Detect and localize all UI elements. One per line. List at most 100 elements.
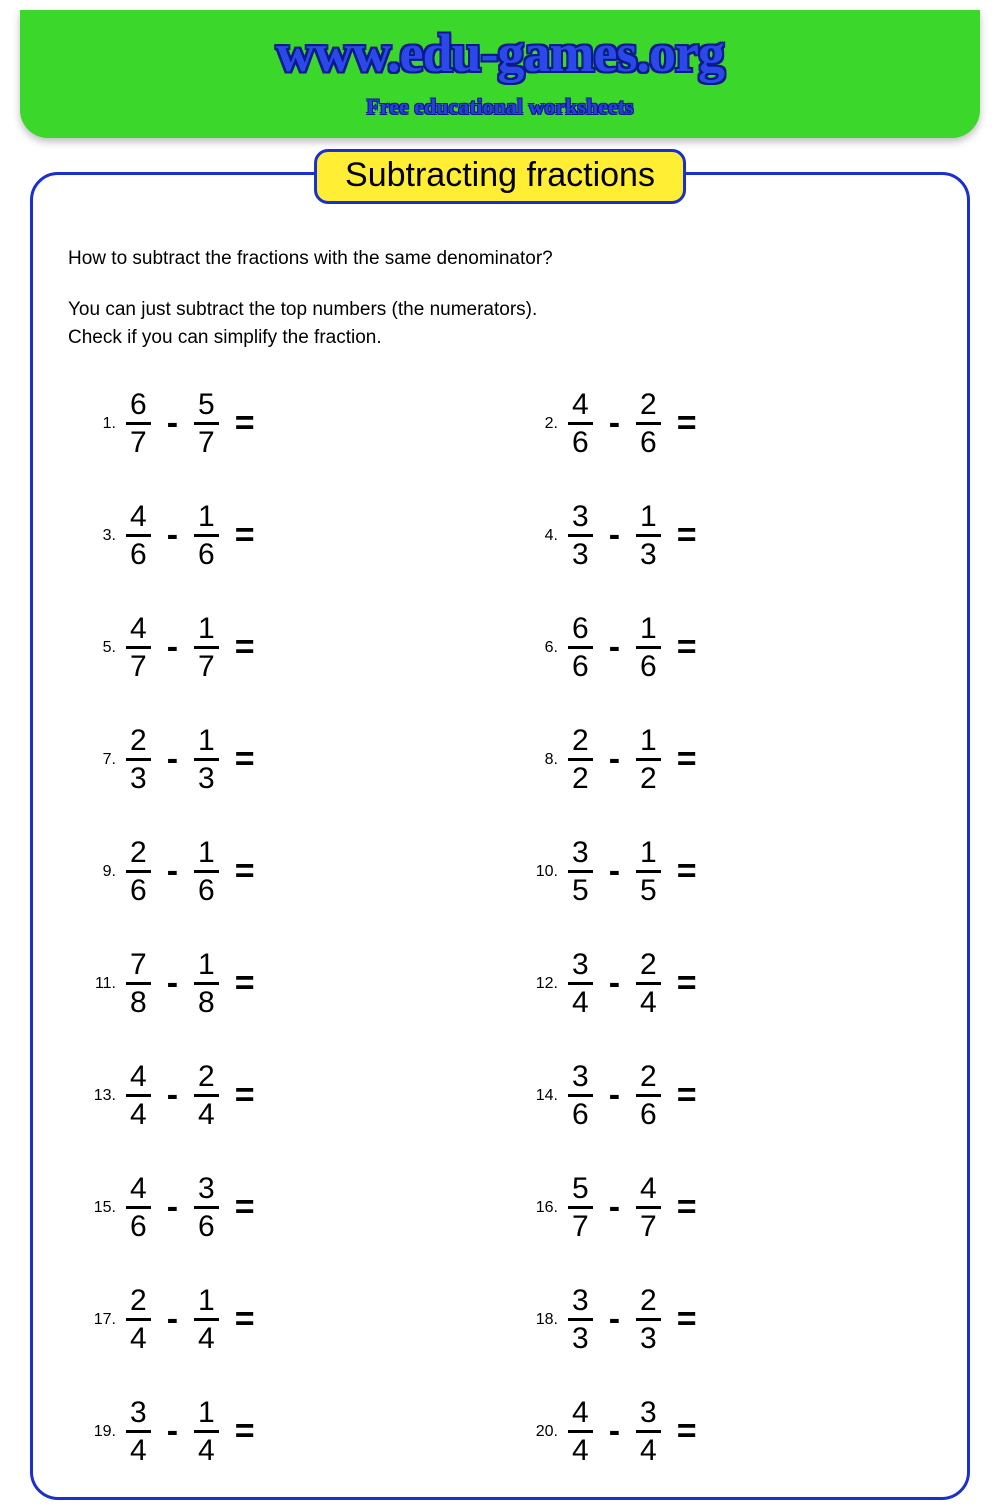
numerator: 1: [636, 837, 661, 869]
denominator: 7: [126, 651, 151, 683]
fraction-bar: [636, 422, 661, 425]
numerator: 7: [126, 949, 151, 981]
denominator: 4: [568, 987, 593, 1019]
fraction-bar: [126, 534, 151, 537]
fraction-bar: [194, 534, 219, 537]
numerator: 4: [636, 1173, 661, 1205]
fraction-a: 24: [126, 1285, 151, 1355]
denominator: 4: [568, 1435, 593, 1467]
fraction-b: 16: [194, 837, 219, 907]
fraction-bar: [636, 1318, 661, 1321]
fraction-bar: [636, 646, 661, 649]
denominator: 6: [194, 875, 219, 907]
problem-row: 10.35-15=: [530, 837, 932, 907]
denominator: 4: [194, 1435, 219, 1467]
fraction-bar: [568, 870, 593, 873]
denominator: 6: [194, 1211, 219, 1243]
problem-number: 11.: [88, 975, 116, 993]
numerator: 3: [636, 1397, 661, 1429]
fraction-bar: [636, 534, 661, 537]
problem-number: 12.: [530, 975, 558, 993]
denominator: 3: [568, 539, 593, 571]
equals-sign: =: [671, 404, 697, 443]
equals-sign: =: [671, 1300, 697, 1339]
denominator: 6: [636, 427, 661, 459]
numerator: 1: [636, 501, 661, 533]
equals-sign: =: [671, 516, 697, 555]
fraction-bar: [194, 1206, 219, 1209]
problem-row: 4.33-13=: [530, 501, 932, 571]
problem-number: 10.: [530, 863, 558, 881]
denominator: 7: [194, 651, 219, 683]
problem-row: 19.34-14=: [88, 1397, 490, 1467]
fraction-a: 78: [126, 949, 151, 1019]
fraction-bar: [194, 1430, 219, 1433]
numerator: 1: [194, 1285, 219, 1317]
problem-number: 3.: [88, 527, 116, 545]
equals-sign: =: [671, 628, 697, 667]
problem-row: 15.46-36=: [88, 1173, 490, 1243]
fraction-bar: [126, 870, 151, 873]
fraction-bar: [126, 758, 151, 761]
denominator: 2: [568, 763, 593, 795]
fraction-b: 36: [194, 1173, 219, 1243]
numerator: 2: [636, 949, 661, 981]
numerator: 3: [568, 837, 593, 869]
numerator: 4: [568, 1397, 593, 1429]
denominator: 7: [636, 1211, 661, 1243]
equals-sign: =: [671, 1076, 697, 1115]
fraction-bar: [636, 1094, 661, 1097]
minus-operator: -: [161, 964, 184, 1003]
equals-sign: =: [229, 1412, 255, 1451]
instructions-line1: How to subtract the fractions with the s…: [68, 245, 932, 274]
problem-number: 6.: [530, 639, 558, 657]
numerator: 2: [636, 389, 661, 421]
numerator: 2: [636, 1285, 661, 1317]
numerator: 4: [126, 501, 151, 533]
fraction-a: 46: [126, 501, 151, 571]
problem-number: 8.: [530, 751, 558, 769]
denominator: 6: [126, 875, 151, 907]
site-title: www.edu-games.org: [20, 22, 980, 84]
fraction-a: 33: [568, 1285, 593, 1355]
denominator: 3: [636, 1323, 661, 1355]
equals-sign: =: [229, 628, 255, 667]
equals-sign: =: [229, 1076, 255, 1115]
problem-row: 5.47-17=: [88, 613, 490, 683]
fraction-bar: [568, 1318, 593, 1321]
problem-number: 18.: [530, 1311, 558, 1329]
equals-sign: =: [229, 1188, 255, 1227]
numerator: 1: [194, 501, 219, 533]
numerator: 4: [126, 1061, 151, 1093]
fraction-bar: [194, 982, 219, 985]
minus-operator: -: [603, 404, 626, 443]
equals-sign: =: [671, 740, 697, 779]
problem-number: 2.: [530, 415, 558, 433]
minus-operator: -: [603, 628, 626, 667]
fraction-b: 18: [194, 949, 219, 1019]
minus-operator: -: [161, 1076, 184, 1115]
fraction-a: 34: [126, 1397, 151, 1467]
fraction-bar: [568, 758, 593, 761]
denominator: 3: [568, 1323, 593, 1355]
numerator: 5: [194, 389, 219, 421]
fraction-b: 47: [636, 1173, 661, 1243]
fraction-a: 35: [568, 837, 593, 907]
problem-number: 17.: [88, 1311, 116, 1329]
problem-row: 20.44-34=: [530, 1397, 932, 1467]
equals-sign: =: [229, 404, 255, 443]
fraction-b: 15: [636, 837, 661, 907]
equals-sign: =: [671, 852, 697, 891]
problem-number: 16.: [530, 1199, 558, 1217]
equals-sign: =: [229, 516, 255, 555]
numerator: 1: [194, 949, 219, 981]
problem-number: 4.: [530, 527, 558, 545]
fraction-bar: [194, 758, 219, 761]
problem-row: 8.22-12=: [530, 725, 932, 795]
minus-operator: -: [161, 852, 184, 891]
site-header: www.edu-games.org Free educational works…: [20, 10, 980, 138]
fraction-bar: [636, 870, 661, 873]
minus-operator: -: [161, 1300, 184, 1339]
fraction-bar: [126, 1206, 151, 1209]
minus-operator: -: [603, 1076, 626, 1115]
